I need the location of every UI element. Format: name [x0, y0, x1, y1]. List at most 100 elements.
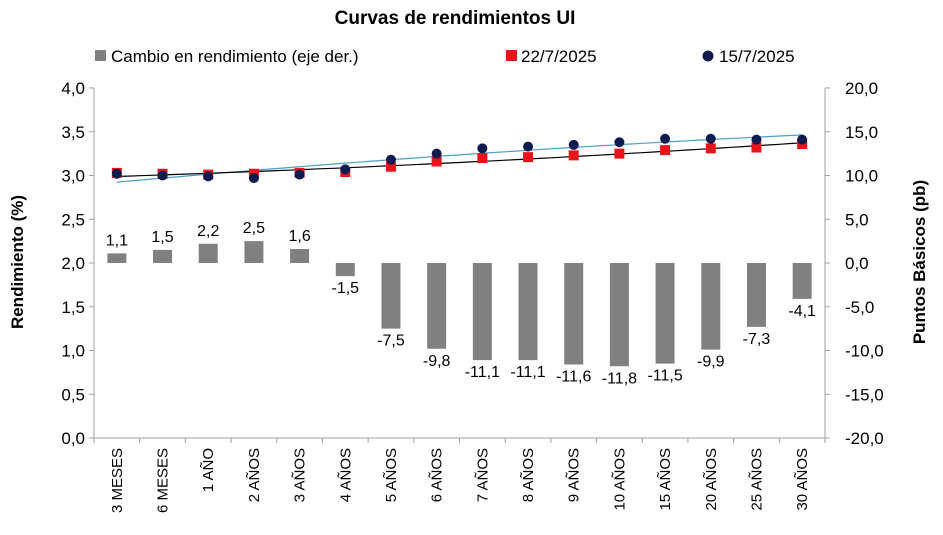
- y-left-tick-label: 2,5: [61, 210, 85, 229]
- point-22-7: [705, 143, 716, 154]
- point-15-7: [157, 170, 168, 181]
- point-15-7: [797, 134, 808, 145]
- point-15-7: [203, 171, 214, 182]
- y-left-tick-label: 1,0: [61, 342, 85, 361]
- chart-title: Curvas de rendimientos UI: [335, 8, 576, 29]
- y-left-tick-label: 3,0: [61, 167, 85, 186]
- bar-data-label: -9,8: [423, 353, 451, 370]
- bar-data-label: -11,8: [602, 370, 637, 387]
- bar-cambio: [746, 263, 766, 327]
- bar-data-label: 2,2: [197, 223, 219, 240]
- plot-area: 0,0 0,5 1,0 1,5 2,0 2,5 3,0 3,5 4,0 -20,0 -15,0 -10…: [61, 79, 883, 513]
- x-tick-label: 2 AÑOS: [246, 448, 263, 502]
- y-right-tick-label: -5,0: [845, 298, 874, 317]
- bar-data-label: -4,1: [788, 303, 816, 320]
- point-22-7: [477, 153, 488, 163]
- y-right-tick-label: 10,0: [845, 167, 878, 186]
- bar-cambio: [381, 263, 401, 329]
- point-15-7: [340, 164, 351, 175]
- point-22-7: [751, 142, 762, 153]
- point-15-7: [660, 133, 671, 144]
- x-tick-label: 1 AÑO: [200, 448, 217, 492]
- legend-label-22-7: 22/7/2025: [521, 47, 597, 66]
- x-tick-label: 3 MESES: [109, 448, 126, 513]
- x-tick-label: 7 AÑOS: [474, 448, 491, 502]
- bar-cambio: [655, 263, 675, 364]
- bar-data-label: 1,6: [288, 228, 310, 245]
- bar-data-label: 1,5: [151, 229, 173, 246]
- bar-cambio: [153, 249, 173, 263]
- y-right-tick-label: 20,0: [845, 79, 878, 98]
- point-22-7: [568, 150, 579, 161]
- bar-cambio: [107, 253, 127, 263]
- bar-cambio: [518, 263, 538, 361]
- legend-swatch-22-7: [506, 50, 517, 61]
- point-15-7: [751, 134, 762, 145]
- y-right-tick-label: 15,0: [845, 123, 878, 142]
- trendline-22-7: [116, 142, 803, 177]
- bar-data-label: -11,1: [465, 364, 500, 381]
- x-tick-label: 25 AÑOS: [748, 448, 765, 511]
- point-15-7: [111, 168, 122, 179]
- point-15-7: [385, 154, 396, 165]
- bar-data-label: -7,5: [377, 333, 405, 350]
- bar-data-label: 2,5: [243, 220, 265, 237]
- point-22-7: [614, 148, 625, 159]
- point-22-7: [431, 156, 442, 167]
- y-left-tick-label: 2,0: [61, 254, 85, 273]
- bar-cambio: [564, 263, 584, 365]
- legend: Cambio en rendimiento (eje der.) 22/7/20…: [95, 47, 795, 66]
- point-22-7: [385, 161, 396, 172]
- bar-cambio: [198, 243, 218, 263]
- bar-data-label: -11,1: [510, 364, 545, 381]
- x-tick-label: 10 AÑOS: [611, 448, 628, 511]
- bar-data-label: -9,9: [697, 354, 725, 371]
- y-axis-left-label: Rendimiento (%): [8, 195, 27, 329]
- y-left-tick-label: 1,5: [61, 298, 85, 317]
- y-right-tick-label: -10,0: [845, 342, 884, 361]
- x-tick-label: 9 AÑOS: [566, 448, 583, 502]
- point-22-7: [523, 152, 534, 163]
- bar-data-label: -11,6: [556, 369, 591, 386]
- y-right-tick-label: 0,0: [845, 254, 869, 273]
- bar-cambio: [290, 249, 310, 263]
- point-15-7: [614, 137, 625, 148]
- trendline-15-7: [116, 134, 803, 183]
- x-tick-label: 3 AÑOS: [292, 448, 309, 502]
- point-15-7: [523, 141, 534, 152]
- bar-cambio: [427, 263, 447, 349]
- point-15-7: [248, 173, 259, 184]
- point-15-7: [294, 169, 305, 180]
- bar-cambio: [335, 263, 355, 277]
- bar-cambio: [472, 263, 492, 361]
- y-left-tick-label: 0,5: [61, 385, 85, 404]
- y-left-tick-label: 0,0: [61, 429, 85, 448]
- legend-swatch-bars: [95, 50, 106, 61]
- legend-swatch-15-7: [702, 50, 714, 62]
- point-15-7: [705, 133, 716, 144]
- legend-label-15-7: 15/7/2025: [719, 47, 795, 66]
- y-left-tick-label: 4,0: [61, 79, 85, 98]
- point-15-7: [431, 148, 442, 159]
- bar-data-label: -1,5: [331, 280, 359, 297]
- point-15-7: [477, 143, 488, 154]
- y-left-tick-label: 3,5: [61, 123, 85, 142]
- point-15-7: [568, 139, 579, 150]
- x-tick-label: 4 AÑOS: [337, 448, 354, 502]
- x-tick-label: 15 AÑOS: [657, 448, 674, 511]
- bar-cambio: [244, 241, 264, 263]
- bar-cambio: [792, 263, 812, 299]
- y-axis-right-label: Puntos Básicos (pb): [910, 180, 929, 344]
- x-tick-label: 20 AÑOS: [703, 448, 720, 511]
- y-right-tick-label: -15,0: [845, 385, 884, 404]
- x-tick-label: 8 AÑOS: [520, 448, 537, 502]
- point-22-7: [660, 145, 671, 156]
- bar-data-label: -11,5: [647, 368, 682, 385]
- bar-cambio: [609, 263, 629, 367]
- legend-label-bars: Cambio en rendimiento (eje der.): [111, 47, 359, 66]
- y-right-tick-label: 5,0: [845, 210, 869, 229]
- x-tick-label: 6 AÑOS: [429, 448, 446, 502]
- bar-data-label: 1,1: [106, 232, 128, 249]
- x-tick-label: 6 MESES: [155, 448, 172, 513]
